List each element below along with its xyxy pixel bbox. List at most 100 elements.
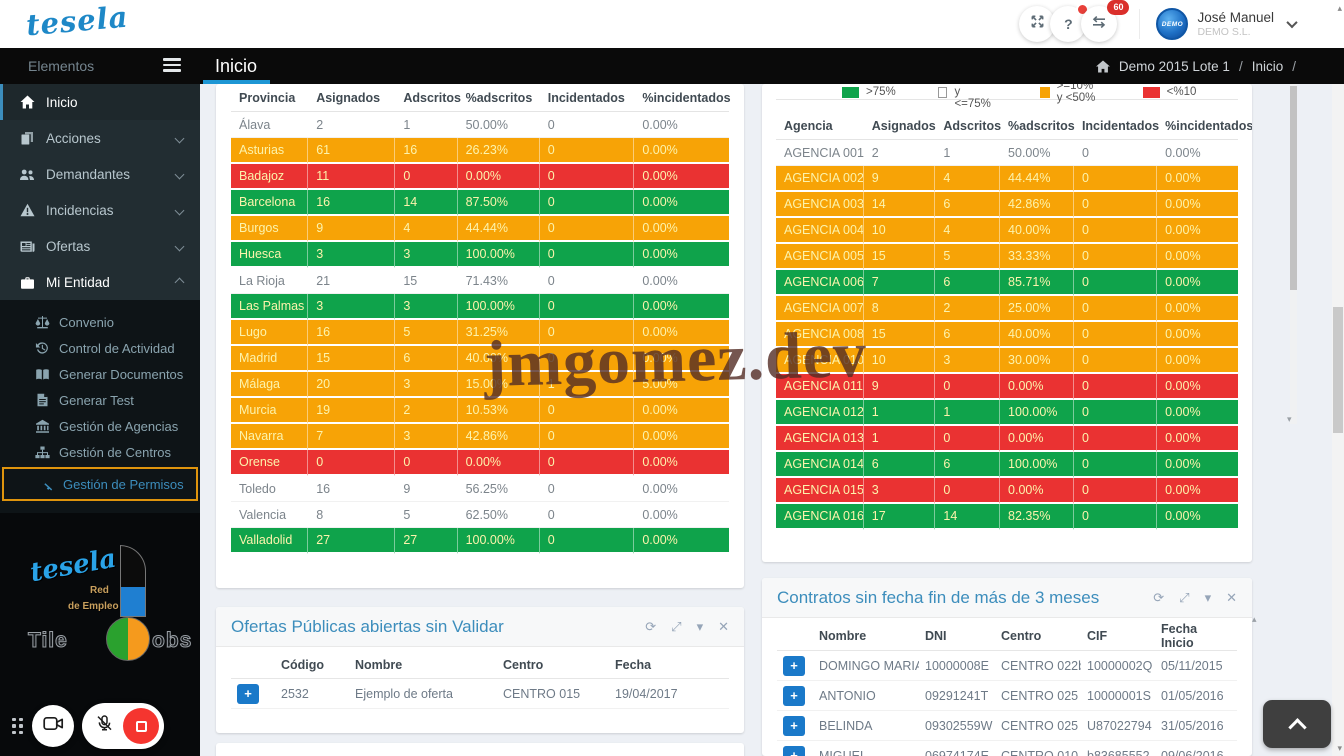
scroll-to-top-button[interactable] xyxy=(1263,700,1331,748)
hamburger-icon[interactable] xyxy=(163,58,181,75)
column-header: Asignados xyxy=(863,113,936,140)
expand-icon[interactable]: ⤢ xyxy=(1179,589,1190,605)
close-icon[interactable]: ✕ xyxy=(718,618,729,634)
mic-muted-icon[interactable] xyxy=(95,715,114,737)
table-row: Las Palmas 3 3 100.00% 0 0.00% xyxy=(231,294,729,320)
app-logo[interactable]: tesela xyxy=(24,0,130,43)
stop-icon xyxy=(135,720,147,732)
cell: 62.50% xyxy=(457,502,540,528)
sidebar-item-ofertas[interactable]: Ofertas xyxy=(0,228,200,264)
cell: 0.00% xyxy=(634,138,729,164)
cell: 0.00% xyxy=(634,450,729,476)
drag-handle-icon[interactable] xyxy=(12,717,23,735)
ofertas-table: Código Nombre Centro Fecha +2532 Ejemplo de … xyxy=(231,651,729,709)
cell: 0 xyxy=(1073,452,1158,478)
transfer-button[interactable]: 60 xyxy=(1081,0,1130,42)
cell: 14 xyxy=(395,190,458,216)
cell: 0.00% xyxy=(634,294,729,320)
sidebar-item-incidencias[interactable]: Incidencias xyxy=(0,192,200,228)
cell: 0 xyxy=(1073,478,1158,504)
cell: 0.00% xyxy=(1000,426,1074,452)
sidebar-item-demandantes[interactable]: Demandantes xyxy=(0,156,200,192)
cell: AGENCIA 010 xyxy=(776,348,864,374)
sidebar-item-generar-documentos[interactable]: Generar Documentos xyxy=(0,361,200,387)
breadcrumb-root[interactable]: Demo 2015 Lote 1 xyxy=(1118,58,1230,74)
agencias-scrollbar[interactable] xyxy=(1290,84,1297,424)
legend-label: >=50% y <=75% xyxy=(954,84,991,110)
sidebar-item-acciones[interactable]: Acciones xyxy=(0,120,200,156)
sidebar-item-label: Generar Test xyxy=(59,392,134,408)
sidebar-item-inicio[interactable]: Inicio xyxy=(0,84,200,120)
cell: 6 xyxy=(935,452,1001,478)
stop-recording-button[interactable] xyxy=(123,708,159,744)
cell: 6 xyxy=(935,192,1001,218)
cell: 10 xyxy=(863,348,936,374)
cell: 25.00% xyxy=(1000,296,1074,322)
cell: 0.00% xyxy=(634,164,729,190)
expand-row-button[interactable]: + xyxy=(237,683,259,704)
swap-arrows-icon xyxy=(1091,15,1107,34)
collapse-chevron-icon[interactable]: ▾ xyxy=(696,618,704,634)
legend-label: >=10% y <50% xyxy=(1056,84,1096,104)
cell: 0.00% xyxy=(634,398,729,424)
cell: 0.00% xyxy=(1157,218,1238,244)
sidebar: Inicio Acciones Demandantes Incidencias Ofer… xyxy=(0,84,200,756)
cell: 0 xyxy=(1073,218,1158,244)
table-row: + ANTONIO 09291241T CENTRO 025 10000001S 01/0… xyxy=(777,681,1237,711)
cell: 20 xyxy=(308,372,396,398)
expand-icon[interactable]: ⤢ xyxy=(671,618,682,634)
refresh-icon[interactable]: ⟳ xyxy=(645,618,657,634)
table-row: Barcelona 16 14 87.50% 0 0.00% xyxy=(231,190,729,216)
scroll-up-arrow-icon[interactable]: ▴ xyxy=(1252,614,1257,624)
cell: 1 xyxy=(863,400,936,426)
table-row: AGENCIA 001 2 1 50.00% 0 0.00% xyxy=(776,140,1238,166)
legend-item: >75% xyxy=(842,86,896,98)
table-row: Lugo 16 5 31.25% 0 0.00% xyxy=(231,320,729,346)
page-scrollbar-thumb[interactable] xyxy=(1333,307,1343,433)
camera-button[interactable] xyxy=(32,705,74,747)
expand-row-button[interactable]: + xyxy=(783,715,805,736)
sidebar-item-gestion-de-agencias[interactable]: Gestión de Agencias xyxy=(0,413,200,439)
cell: Valladolid xyxy=(231,528,309,554)
sidebar-item-gestion-de-permisos[interactable]: Gestión de Permisos xyxy=(2,467,198,501)
home-icon xyxy=(17,95,37,109)
cell: 14 xyxy=(863,192,936,218)
sidebar-item-label: Control de Actividad xyxy=(59,340,175,356)
expand-icon xyxy=(1030,14,1045,34)
expand-row-button[interactable]: + xyxy=(783,745,805,756)
cell: 15 xyxy=(395,268,458,294)
cell: 0 xyxy=(1073,322,1158,348)
cell: 26.23% xyxy=(457,138,540,164)
cell: 8 xyxy=(308,502,396,528)
scroll-down-arrow-icon[interactable]: ▾ xyxy=(1337,743,1342,753)
cell: 01/05/2016 xyxy=(1155,681,1237,711)
scroll-up-arrow-icon[interactable]: ▴ xyxy=(1337,3,1342,13)
table-row: AGENCIA 006 7 6 85.71% 0 0.00% xyxy=(776,270,1238,296)
close-icon[interactable]: ✕ xyxy=(1226,589,1237,605)
cell: 0.00% xyxy=(1157,478,1238,504)
collapse-chevron-icon[interactable]: ▾ xyxy=(1204,589,1212,605)
table-row: AGENCIA 010 10 3 30.00% 0 0.00% xyxy=(776,348,1238,374)
sidebar-item-gestion-de-centros[interactable]: Gestión de Centros xyxy=(0,439,200,465)
sidebar-item-generar-test[interactable]: Generar Test xyxy=(0,387,200,413)
scroll-down-arrow-icon[interactable]: ▾ xyxy=(1287,414,1292,424)
fullscreen-button[interactable] xyxy=(1019,6,1056,42)
sidebar-item-convenio[interactable]: Convenio xyxy=(0,309,200,335)
cell: Madrid xyxy=(231,346,309,372)
expand-row-button[interactable]: + xyxy=(783,685,805,706)
expand-row-button[interactable]: + xyxy=(783,655,805,676)
cell: 0.00% xyxy=(1157,374,1238,400)
column-header: CIF xyxy=(1081,622,1155,651)
sidebar-item-label: Mi Entidad xyxy=(46,274,110,290)
sidebar-item-label: Gestión de Permisos xyxy=(63,476,184,492)
status-legend: >75% >=50% y <=75% >=10% y <50% <%10 xyxy=(776,84,1238,110)
table-row: AGENCIA 011 9 0 0.00% 0 0.00% xyxy=(776,374,1238,400)
column-header: Fecha xyxy=(609,651,729,679)
cell: 87.50% xyxy=(457,190,540,216)
sidebar-item-mi-entidad[interactable]: Mi Entidad xyxy=(0,264,200,300)
user-menu[interactable]: DEMO José Manuel DEMO S.L. xyxy=(1156,8,1298,40)
sidebar-item-control-de-actividad[interactable]: Control de Actividad xyxy=(0,335,200,361)
refresh-icon[interactable]: ⟳ xyxy=(1153,589,1165,605)
breadcrumb-current[interactable]: Inicio xyxy=(1251,58,1284,74)
column-header: Provincia xyxy=(231,85,309,112)
